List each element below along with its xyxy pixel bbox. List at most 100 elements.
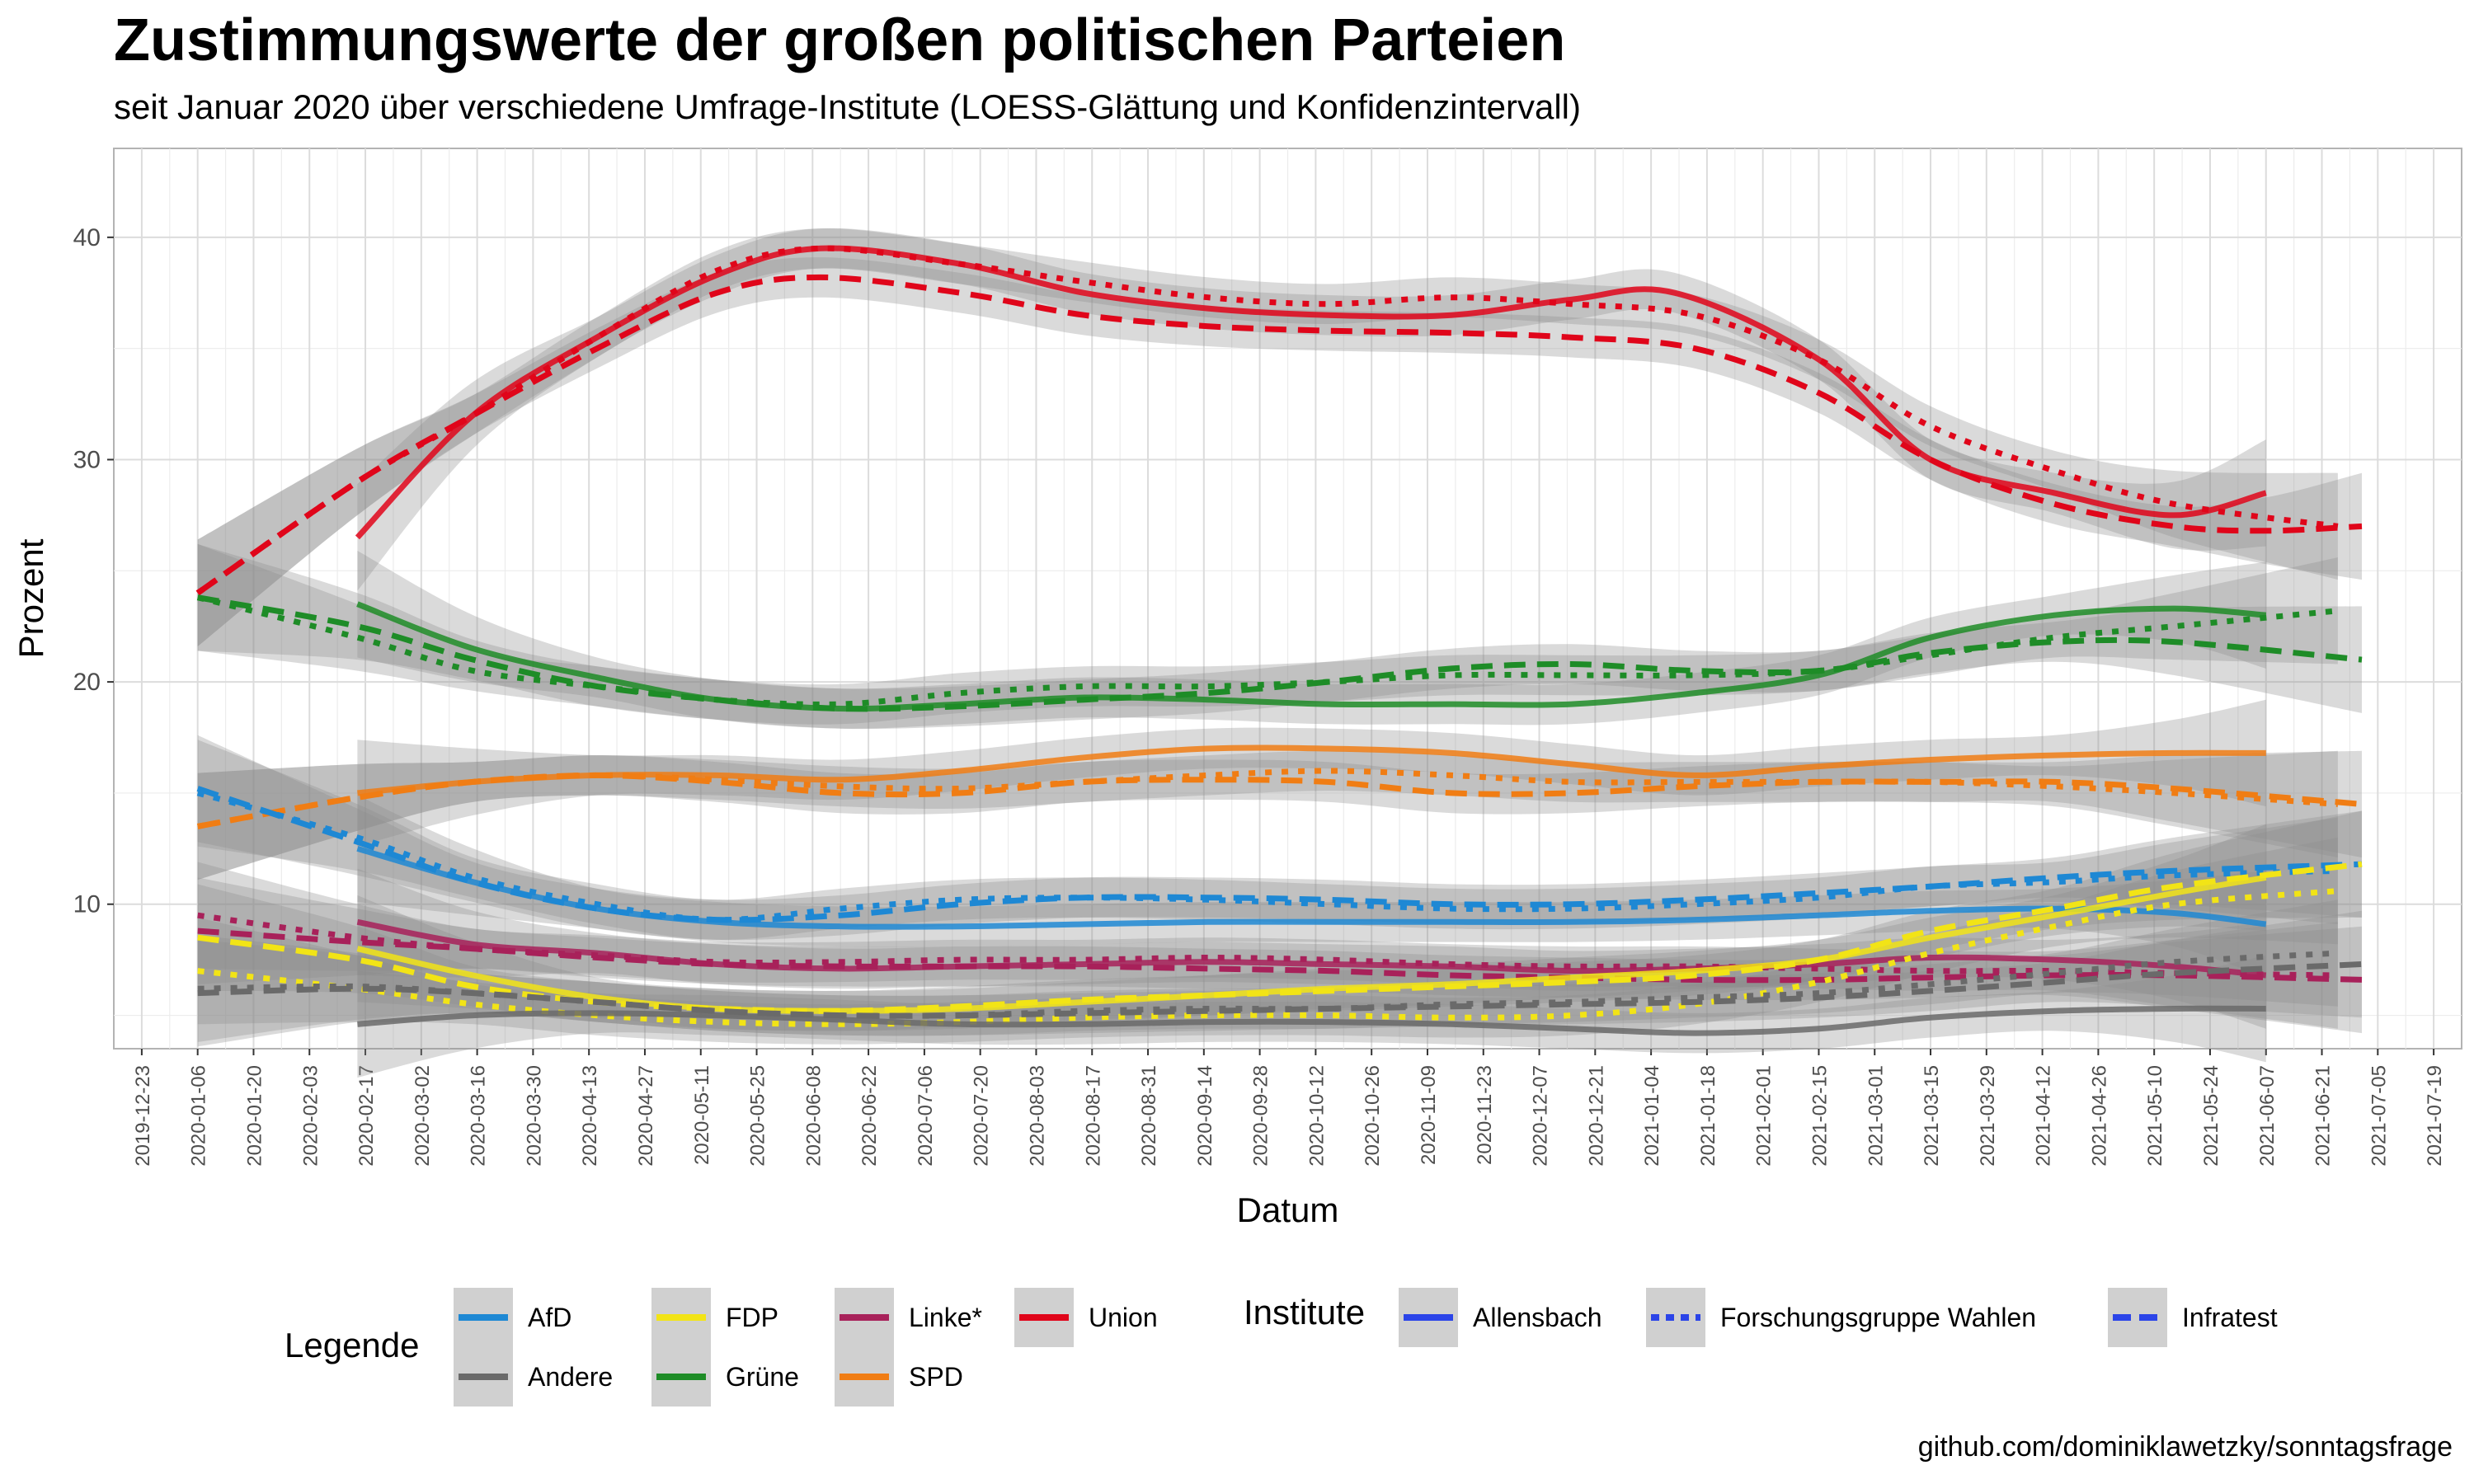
legend-item-party: Union [1014,1288,1158,1347]
series-line [357,744,2266,796]
legend-key [1014,1288,1074,1347]
y-tick-label: 40 [73,224,101,251]
x-tick-label: 2021-01-04 [1641,1065,1663,1167]
x-tick-label: 2020-01-06 [188,1065,210,1167]
legend-item-institute: Forschungsgruppe Wahlen [1646,1288,2036,1347]
x-tick-label: 2020-07-06 [915,1065,937,1167]
confidence-band [197,228,2338,646]
y-axis-title: Prozent [12,538,50,658]
x-tick-label: 2021-06-07 [2256,1065,2279,1167]
x-tick-label: 2021-03-01 [1865,1065,1887,1167]
x-tick-label: 2021-07-05 [2368,1065,2390,1167]
legend-party-title: Legende [285,1326,420,1364]
legend-key [2108,1288,2167,1347]
series-line [356,918,2267,979]
legend-key [835,1347,894,1407]
confidence-band [357,228,2266,591]
legend-item-party: Andere [454,1347,613,1407]
legend-item-party: SPD [835,1347,963,1407]
x-tick-label: 2020-04-13 [579,1065,601,1167]
x-tick-label: 2020-05-25 [747,1065,769,1167]
legend-key [1399,1288,1458,1347]
x-tick-label: 2020-08-03 [1026,1065,1048,1167]
x-tick-label: 2020-05-11 [691,1065,713,1165]
x-tick-label: 2021-03-29 [1977,1065,1999,1167]
legend-item-party: FDP [651,1288,778,1347]
legend-label: Infratest [2182,1302,2278,1332]
series-line [197,772,2363,829]
x-tick-label: 2020-10-26 [1362,1065,1384,1167]
confidence-band [357,795,2266,978]
legend-institute-title: Institute [1244,1293,1366,1331]
confidence-band [357,551,2266,729]
x-tick-label: 2020-08-31 [1138,1065,1160,1167]
confidence-band [357,699,2266,847]
legend-key [651,1288,711,1347]
x-tick-label: 2020-04-27 [635,1065,657,1167]
x-tick-label: 2019-12-23 [132,1065,154,1167]
x-tick-label: 2020-12-07 [1530,1065,1552,1167]
x-tick-label: 2020-11-09 [1418,1065,1440,1165]
x-tick-label: 2021-02-01 [1753,1065,1776,1167]
series-line [195,245,2339,596]
legend-label: Allensbach [1473,1302,1602,1332]
x-tick-label: 2020-03-02 [412,1065,434,1167]
confidence-band [197,735,2363,941]
x-tick-label: 2020-03-30 [523,1065,545,1167]
legend-item-party: AfD [454,1288,571,1347]
series-line [356,601,2267,712]
x-tick-label: 2020-03-16 [468,1065,490,1167]
confidence-band [197,810,2363,1031]
confidence-band [197,740,2338,940]
x-tick-label: 2020-01-20 [243,1065,266,1167]
series-line [357,1005,2266,1036]
legend-item-institute: Infratest [2108,1288,2278,1347]
x-tick-label: 2021-05-24 [2200,1065,2222,1167]
x-tick-label: 2021-06-21 [2312,1065,2335,1167]
legend-item-party: Grüne [651,1347,799,1407]
chart-subtitle: seit Januar 2020 über verschiedene Umfra… [114,87,1581,126]
y-tick-label: 30 [73,446,101,473]
series-line [196,786,2363,923]
series-line [195,274,2363,596]
legend-key [835,1288,894,1347]
x-tick-label: 2021-04-26 [2088,1065,2110,1167]
x-tick-label: 2021-04-12 [2033,1065,2055,1167]
legend-item-party: Linke* [835,1288,982,1347]
confidence-band [197,543,2363,730]
legend-label: Forschungsgruppe Wahlen [1720,1302,2037,1332]
confidence-band [357,868,2266,1029]
x-tick-label: 2020-06-22 [858,1065,881,1167]
x-tick-label: 2020-08-17 [1082,1065,1104,1167]
x-tick-label: 2020-11-23 [1474,1065,1496,1165]
chart-title: Zustimmungswerte der großen politischen … [114,7,1566,73]
x-tick-label: 2020-09-14 [1194,1065,1216,1167]
legend-label: FDP [726,1302,778,1332]
x-tick-label: 2020-09-28 [1250,1065,1272,1167]
legend-label: SPD [909,1361,963,1392]
x-axis-title: Datum [1237,1190,1339,1229]
legend-key [651,1347,711,1407]
legend-key [454,1347,513,1407]
confidence-band [197,257,2363,646]
confidence-band [197,862,2338,1029]
series-line [197,594,2363,712]
x-tick-label: 2021-02-15 [1808,1065,1831,1167]
series-line [197,861,2363,1014]
legend-key [1646,1288,1705,1347]
legend-item-institute: Allensbach [1399,1288,1602,1347]
x-tick-label: 2020-07-20 [971,1065,993,1167]
x-tick-label: 2021-01-18 [1697,1065,1719,1167]
legend-label: Linke* [909,1302,982,1332]
x-tick-label: 2020-06-08 [802,1065,825,1167]
series-line [197,912,2338,979]
legend-label: Union [1089,1302,1158,1332]
x-tick-label: 2020-12-21 [1585,1065,1607,1167]
x-tick-label: 2020-02-17 [355,1065,378,1167]
confidence-band [197,877,2363,1034]
x-tick-label: 2021-03-15 [1921,1065,1943,1167]
legend-label: Grüne [726,1361,799,1392]
legend-label: AfD [528,1302,572,1332]
x-tick-label: 2021-07-19 [2424,1065,2446,1167]
